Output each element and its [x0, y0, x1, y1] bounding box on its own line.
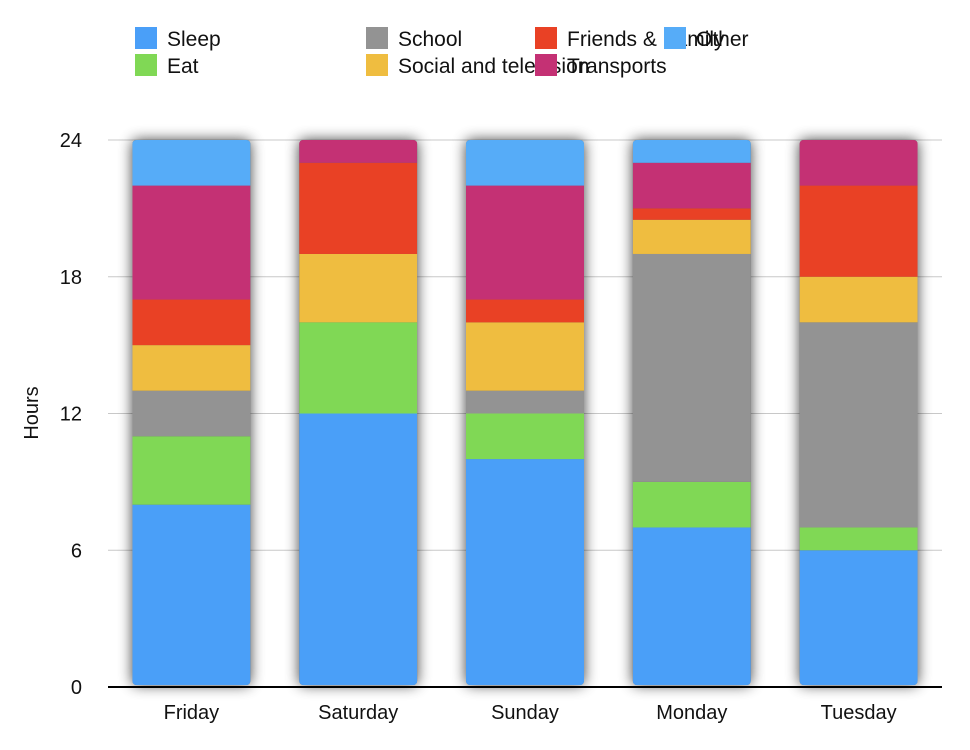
- legend-label-eat: Eat: [167, 55, 199, 78]
- bar-segment-tuesday-eat: [799, 527, 918, 551]
- x-tick-label-friday: Friday: [164, 702, 220, 724]
- y-axis-title: Hours: [21, 386, 43, 439]
- bars: [132, 140, 918, 685]
- bar-stack-tuesday: [799, 140, 918, 685]
- bar-segment-monday-friends-and-family: [632, 208, 751, 220]
- legend-label-school: School: [398, 28, 462, 51]
- bar-segment-sunday-transports: [466, 185, 584, 300]
- legend-swatch-social-and-television: [366, 54, 388, 76]
- bar-segment-monday-school: [632, 253, 751, 482]
- y-tick-label-6: 6: [71, 540, 82, 562]
- legend-label-sleep: Sleep: [167, 28, 221, 51]
- bar-segment-friday-sleep: [132, 504, 251, 685]
- bar-segment-saturday-eat: [299, 322, 418, 414]
- bar-stack-saturday: [299, 140, 418, 685]
- bar-segment-monday-eat: [632, 481, 751, 528]
- legend-swatch-friends-and-family: [535, 27, 557, 49]
- bar-segment-friday-transports: [132, 185, 251, 300]
- legend-label-social-and-television: Social and television: [398, 55, 589, 78]
- bar-segments-tuesday: [799, 140, 918, 685]
- bar-segment-monday-other: [632, 140, 751, 163]
- y-tick-label-18: 18: [60, 267, 82, 289]
- bar-segments-saturday: [299, 140, 418, 685]
- bar-segment-friday-school: [132, 390, 251, 437]
- legend-swatch-transports: [535, 54, 557, 76]
- bar-segment-sunday-friends-and-family: [466, 299, 584, 323]
- bar-segments-sunday: [466, 140, 584, 685]
- legend-swatch-eat: [135, 54, 157, 76]
- bar-segment-monday-sleep: [632, 527, 751, 685]
- bar-segment-friday-friends-and-family: [132, 299, 251, 346]
- bar-segments-monday: [632, 140, 751, 685]
- bar-segment-saturday-friends-and-family: [299, 162, 418, 254]
- bar-stack-sunday: [466, 140, 584, 685]
- legend-item-transports: Transports: [535, 54, 667, 78]
- legend-item-school: School: [366, 27, 462, 51]
- legend-item-sleep: Sleep: [135, 27, 221, 51]
- bar-segment-tuesday-school: [799, 322, 918, 528]
- x-tick-label-monday: Monday: [656, 702, 727, 724]
- x-tick-label-saturday: Saturday: [318, 702, 398, 724]
- bar-stack-friday: [132, 140, 251, 685]
- bar-segment-sunday-other: [466, 140, 584, 186]
- x-axis-labels: Friday Saturday Sunday Monday Tuesday: [164, 702, 897, 724]
- bar-segment-saturday-social-and-television: [299, 253, 418, 323]
- legend-item-other: Other: [664, 27, 749, 51]
- bar-segment-monday-transports: [632, 162, 751, 209]
- bar-segment-sunday-school: [466, 390, 584, 414]
- y-tick-label-0: 0: [71, 677, 82, 699]
- bar-segment-tuesday-social-and-television: [799, 276, 918, 323]
- bar-segment-tuesday-friends-and-family: [799, 185, 918, 277]
- bar-segments-friday: [132, 140, 251, 685]
- bar-segment-friday-other: [132, 140, 251, 186]
- legend-label-transports: Transports: [567, 55, 667, 78]
- bar-segment-monday-social-and-television: [632, 219, 751, 254]
- bar-segment-tuesday-transports: [799, 140, 918, 186]
- bar-segment-sunday-social-and-television: [466, 322, 584, 391]
- bar-segment-tuesday-sleep: [799, 550, 918, 685]
- legend-swatch-other: [664, 27, 686, 49]
- legend-swatch-school: [366, 27, 388, 49]
- legend-label-other: Other: [696, 28, 749, 51]
- bar-segment-sunday-sleep: [466, 459, 584, 685]
- legend-swatch-sleep: [135, 27, 157, 49]
- bar-segment-saturday-sleep: [299, 413, 418, 685]
- bar-segment-saturday-transports: [299, 140, 418, 163]
- x-tick-label-sunday: Sunday: [491, 702, 559, 724]
- bar-segment-friday-social-and-television: [132, 345, 251, 391]
- legend-item-eat: Eat: [135, 54, 199, 78]
- bar-segment-sunday-eat: [466, 413, 584, 460]
- y-tick-label-12: 12: [60, 404, 82, 426]
- y-axis-ticks: 0 6 12 18 24: [60, 130, 82, 699]
- x-tick-label-tuesday: Tuesday: [821, 702, 897, 724]
- bar-stack-monday: [632, 140, 751, 685]
- bar-segment-friday-eat: [132, 436, 251, 505]
- y-tick-label-24: 24: [60, 130, 82, 152]
